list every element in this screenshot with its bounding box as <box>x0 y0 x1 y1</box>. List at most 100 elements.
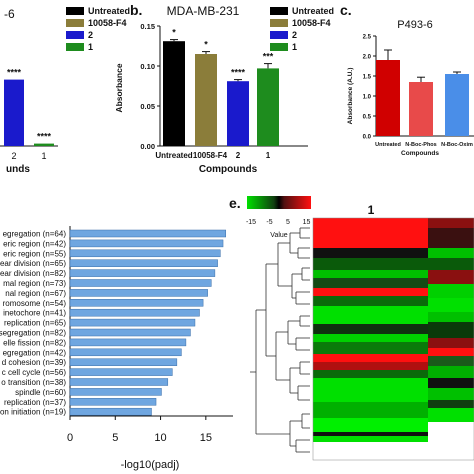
heatmap-cell <box>313 296 428 306</box>
category-label: elle fission (n=82) <box>3 338 66 347</box>
heatmap-cell <box>313 270 428 278</box>
legend-swatch <box>270 31 288 39</box>
y-tick-label: 2.0 <box>363 55 372 61</box>
panel-b-tick-label: 1 <box>266 151 271 160</box>
heatmap-cell <box>313 258 428 270</box>
y-tick-label: 0.5 <box>363 115 372 121</box>
legend-swatch <box>66 31 84 39</box>
color-scale-tick-label: 15 <box>303 219 311 226</box>
bar <box>445 74 469 136</box>
bar <box>69 318 196 327</box>
heatmap-cell <box>428 338 474 348</box>
significance-label: **** <box>7 68 22 78</box>
heatmap-cell <box>313 218 428 248</box>
heatmap-cell <box>313 342 428 354</box>
heatmap-cell <box>313 432 428 436</box>
heatmap-cell <box>313 362 428 370</box>
panel-e: e. -15 -5 5 15 Value 1 <box>229 195 474 461</box>
heatmap-cell <box>313 442 428 446</box>
panel-c-tick-label: Untreated <box>375 142 401 148</box>
category-label: on initiation (n=19) <box>0 408 66 417</box>
y-tick-label: 0.10 <box>140 62 155 71</box>
panel-b-legend: Untreated 10058-F4 2 1 <box>270 6 334 52</box>
panel-b-x-label: Compounds <box>199 164 258 175</box>
bar <box>69 249 221 258</box>
heatmap-cell <box>428 422 474 426</box>
heatmap-cell <box>313 288 428 296</box>
heatmap-cell <box>313 248 428 258</box>
bar <box>34 143 54 146</box>
panel-a-title: -6 <box>4 7 15 21</box>
significance-label: *** <box>263 52 274 62</box>
category-label: o transition (n=38) <box>1 378 66 387</box>
bar <box>163 41 185 147</box>
y-tick-label: 0.00 <box>140 142 155 151</box>
bar <box>69 328 191 337</box>
bar <box>4 79 24 146</box>
significance-label: * <box>204 40 208 50</box>
bar <box>69 229 227 238</box>
legend-label: Untreated <box>88 6 130 16</box>
panel-b-y-label: Absorbance <box>114 63 124 112</box>
category-label: c cell cycle (n=56) <box>2 368 67 377</box>
panel-c-x-label: Compounds <box>401 150 439 157</box>
legend-swatch <box>66 7 84 15</box>
legend-swatch <box>270 43 288 51</box>
legend-label: 2 <box>88 30 93 40</box>
bar <box>409 82 433 136</box>
panel-b: b. MDA-MB-231 Absorbance 0.00 0.05 0.10 0.1… <box>66 2 334 175</box>
heatmap-cell <box>313 370 428 378</box>
x-tick-label: 15 <box>200 432 212 444</box>
category-label: replication (n=37) <box>4 398 66 407</box>
bar <box>257 68 279 146</box>
category-label: egregation (n=64) <box>3 230 67 239</box>
heatmap-cell <box>428 366 474 378</box>
panel-a-legend: Untreated 10058-F4 2 1 <box>66 6 130 52</box>
heatmap-cell <box>313 278 428 288</box>
heatmap-cell <box>428 312 474 322</box>
category-label: d cohesion (n=39) <box>2 358 67 367</box>
x-tick-label: 10 <box>154 432 166 444</box>
heatmap-cell <box>428 348 474 356</box>
category-label: egregation (n=42) <box>3 348 67 357</box>
heatmap-cell <box>428 218 474 228</box>
panel-c-title: P493-6 <box>397 19 432 31</box>
panel-b-tick-label: 10058-F4 <box>193 151 228 160</box>
panel-d-x-label: -log10(padj) <box>121 459 180 471</box>
bar <box>69 368 173 376</box>
category-label: ear division (n=82) <box>0 269 66 278</box>
heatmap-border <box>312 217 474 461</box>
y-tick-label: 1.0 <box>363 95 372 101</box>
bar <box>69 348 182 357</box>
heatmap-cell <box>313 402 428 418</box>
heatmap-cell <box>428 378 474 388</box>
y-tick-label: 0.15 <box>140 22 155 31</box>
color-scale-tick-label: -5 <box>266 219 272 226</box>
bar <box>69 259 218 267</box>
category-label: eric region (n=42) <box>3 239 66 248</box>
heatmap-cell <box>313 378 428 402</box>
panel-a-tick-label: 2 <box>11 151 16 161</box>
heatmap-cell <box>313 436 428 442</box>
significance-label: * <box>172 28 176 38</box>
bar <box>69 299 204 307</box>
bar <box>376 60 400 136</box>
panel-a-x-label: unds <box>6 164 30 175</box>
panel-d: egregation (n=64)eric region (n=42)eric … <box>0 226 233 471</box>
category-label: nal region (n=67) <box>5 289 66 298</box>
panel-c-letter: c. <box>340 2 352 18</box>
bar <box>69 378 169 386</box>
legend-label: 1 <box>292 42 297 52</box>
heatmap-cell <box>313 306 428 324</box>
category-label: inetochore (n=41) <box>3 309 66 318</box>
panel-c: c. P493-6 Absorbance (A.U.) 0.0 0.5 1.0 1.5… <box>340 2 474 157</box>
bar <box>69 289 208 297</box>
heatmap-cell <box>428 356 474 366</box>
x-tick-label: 5 <box>112 432 118 444</box>
bar <box>69 398 157 406</box>
legend-label: Untreated <box>292 6 334 16</box>
legend-swatch <box>66 19 84 27</box>
heatmap-cell <box>428 408 474 422</box>
category-label: replication (n=65) <box>4 319 66 328</box>
